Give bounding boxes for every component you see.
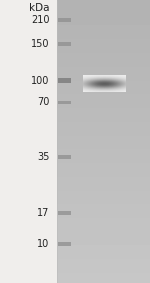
Text: 100: 100 <box>31 76 50 86</box>
Text: 35: 35 <box>37 152 50 162</box>
Bar <box>58 42 70 46</box>
Bar <box>58 78 70 83</box>
Text: 70: 70 <box>37 97 50 108</box>
Bar <box>58 155 70 159</box>
Text: 17: 17 <box>37 208 50 218</box>
Text: 210: 210 <box>31 15 50 25</box>
Text: 150: 150 <box>31 39 50 49</box>
Bar <box>58 242 70 246</box>
Bar <box>0 0 57 283</box>
Bar <box>58 211 70 215</box>
Bar <box>58 100 70 104</box>
Bar <box>58 18 70 22</box>
Text: kDa: kDa <box>29 3 50 14</box>
Text: 10: 10 <box>37 239 50 249</box>
